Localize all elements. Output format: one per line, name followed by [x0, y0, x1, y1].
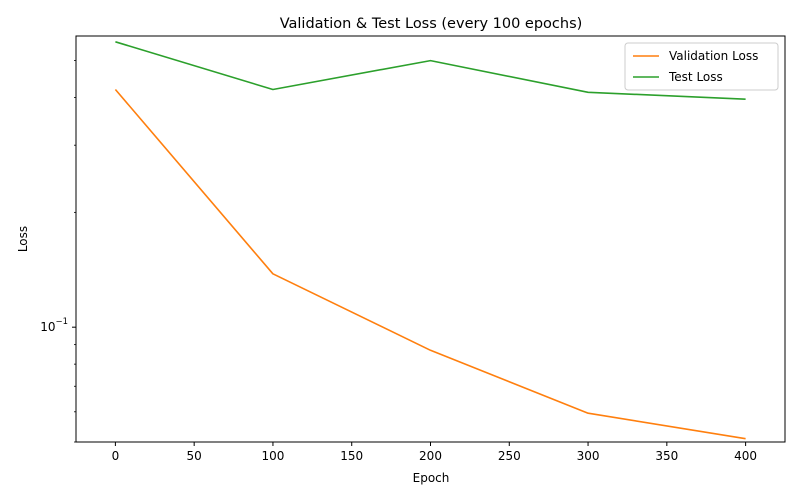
- legend: Validation Loss Test Loss: [624, 42, 779, 91]
- y-axis-ticks: 10−1: [40, 60, 76, 443]
- x-axis-label: Epoch: [413, 471, 450, 485]
- legend-label: Validation Loss: [669, 49, 758, 63]
- legend-box: [624, 42, 779, 91]
- y-axis-label: Loss: [16, 226, 30, 252]
- legend-label: Test Loss: [668, 70, 723, 84]
- x-tick-label: 50: [187, 449, 202, 463]
- y-tick-label: 10−1: [40, 317, 68, 334]
- x-axis-ticks: 0 50 100 150 200 250 300 350 400: [112, 442, 757, 463]
- x-tick-label: 150: [340, 449, 363, 463]
- series-lines: [114, 41, 746, 440]
- x-tick-label: 400: [734, 449, 757, 463]
- series-line-test-loss: [115, 41, 746, 100]
- x-tick-label: 350: [655, 449, 678, 463]
- x-tick-label: 250: [498, 449, 521, 463]
- x-tick-label: 200: [419, 449, 442, 463]
- x-tick-label: 100: [261, 449, 284, 463]
- series-line-validation-loss: [114, 88, 746, 440]
- x-tick-label: 0: [112, 449, 120, 463]
- chart-title: Validation & Test Loss (every 100 epochs…: [280, 16, 583, 32]
- x-tick-label: 300: [577, 449, 600, 463]
